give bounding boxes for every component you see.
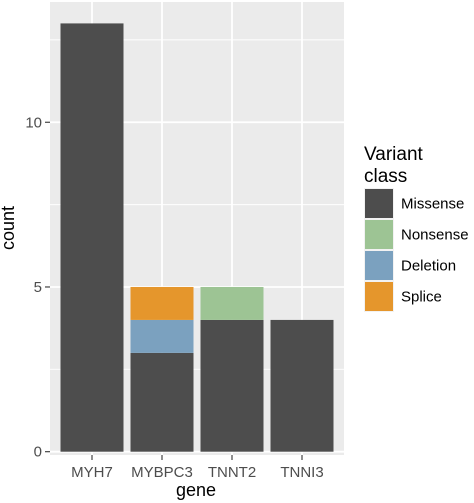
y-tick-label: 0 <box>34 444 42 461</box>
x-tick-label-tnni3: TNNI3 <box>280 464 323 481</box>
x-axis-title: gene <box>176 480 216 500</box>
y-axis-title: count <box>0 206 18 250</box>
y-tick-label: 5 <box>34 279 42 296</box>
legend: Variant class Missense Nonsense Deletion Sp… <box>364 144 469 312</box>
x-tick-label-myh7: MYH7 <box>71 464 113 481</box>
legend-label-missense: Missense <box>401 196 464 213</box>
legend-items: Missense Nonsense Deletion Splice <box>364 188 469 312</box>
x-tick-label-tnnt2: TNNT2 <box>208 464 256 481</box>
bar-segment-tnnt2-nonsense <box>200 286 264 320</box>
legend-swatch-deletion <box>365 251 393 280</box>
legend-swatch-missense <box>365 189 393 218</box>
bar-segment-mybpc3-splice <box>130 286 194 320</box>
legend-item-nonsense: Nonsense <box>364 219 469 250</box>
legend-label-splice: Splice <box>401 289 442 306</box>
bar-segment-tnnt2-missense <box>200 319 264 452</box>
legend-label-deletion: Deletion <box>401 258 456 275</box>
legend-swatch-nonsense <box>365 220 393 249</box>
x-tick-label-mybpc3: MYBPC3 <box>131 464 193 481</box>
bars <box>60 23 334 452</box>
bar-segment-tnni3-missense <box>270 319 334 452</box>
bar-segment-mybpc3-missense <box>130 352 194 452</box>
legend-item-missense: Missense <box>364 188 464 219</box>
y-tick-label: 10 <box>25 114 42 131</box>
legend-item-deletion: Deletion <box>364 250 456 281</box>
y-axis: 0 5 10 <box>25 114 50 461</box>
x-axis: MYH7 MYBPC3 TNNT2 TNNI3 <box>71 455 324 481</box>
bar-segment-myh7-missense <box>60 23 124 452</box>
legend-item-splice: Splice <box>364 281 442 312</box>
legend-label-nonsense: Nonsense <box>401 227 469 244</box>
bar-segment-mybpc3-deletion <box>130 319 194 353</box>
legend-title-line-1: Variant <box>364 144 424 165</box>
legend-title-line-2: class <box>364 166 407 187</box>
legend-swatch-splice <box>365 282 393 311</box>
